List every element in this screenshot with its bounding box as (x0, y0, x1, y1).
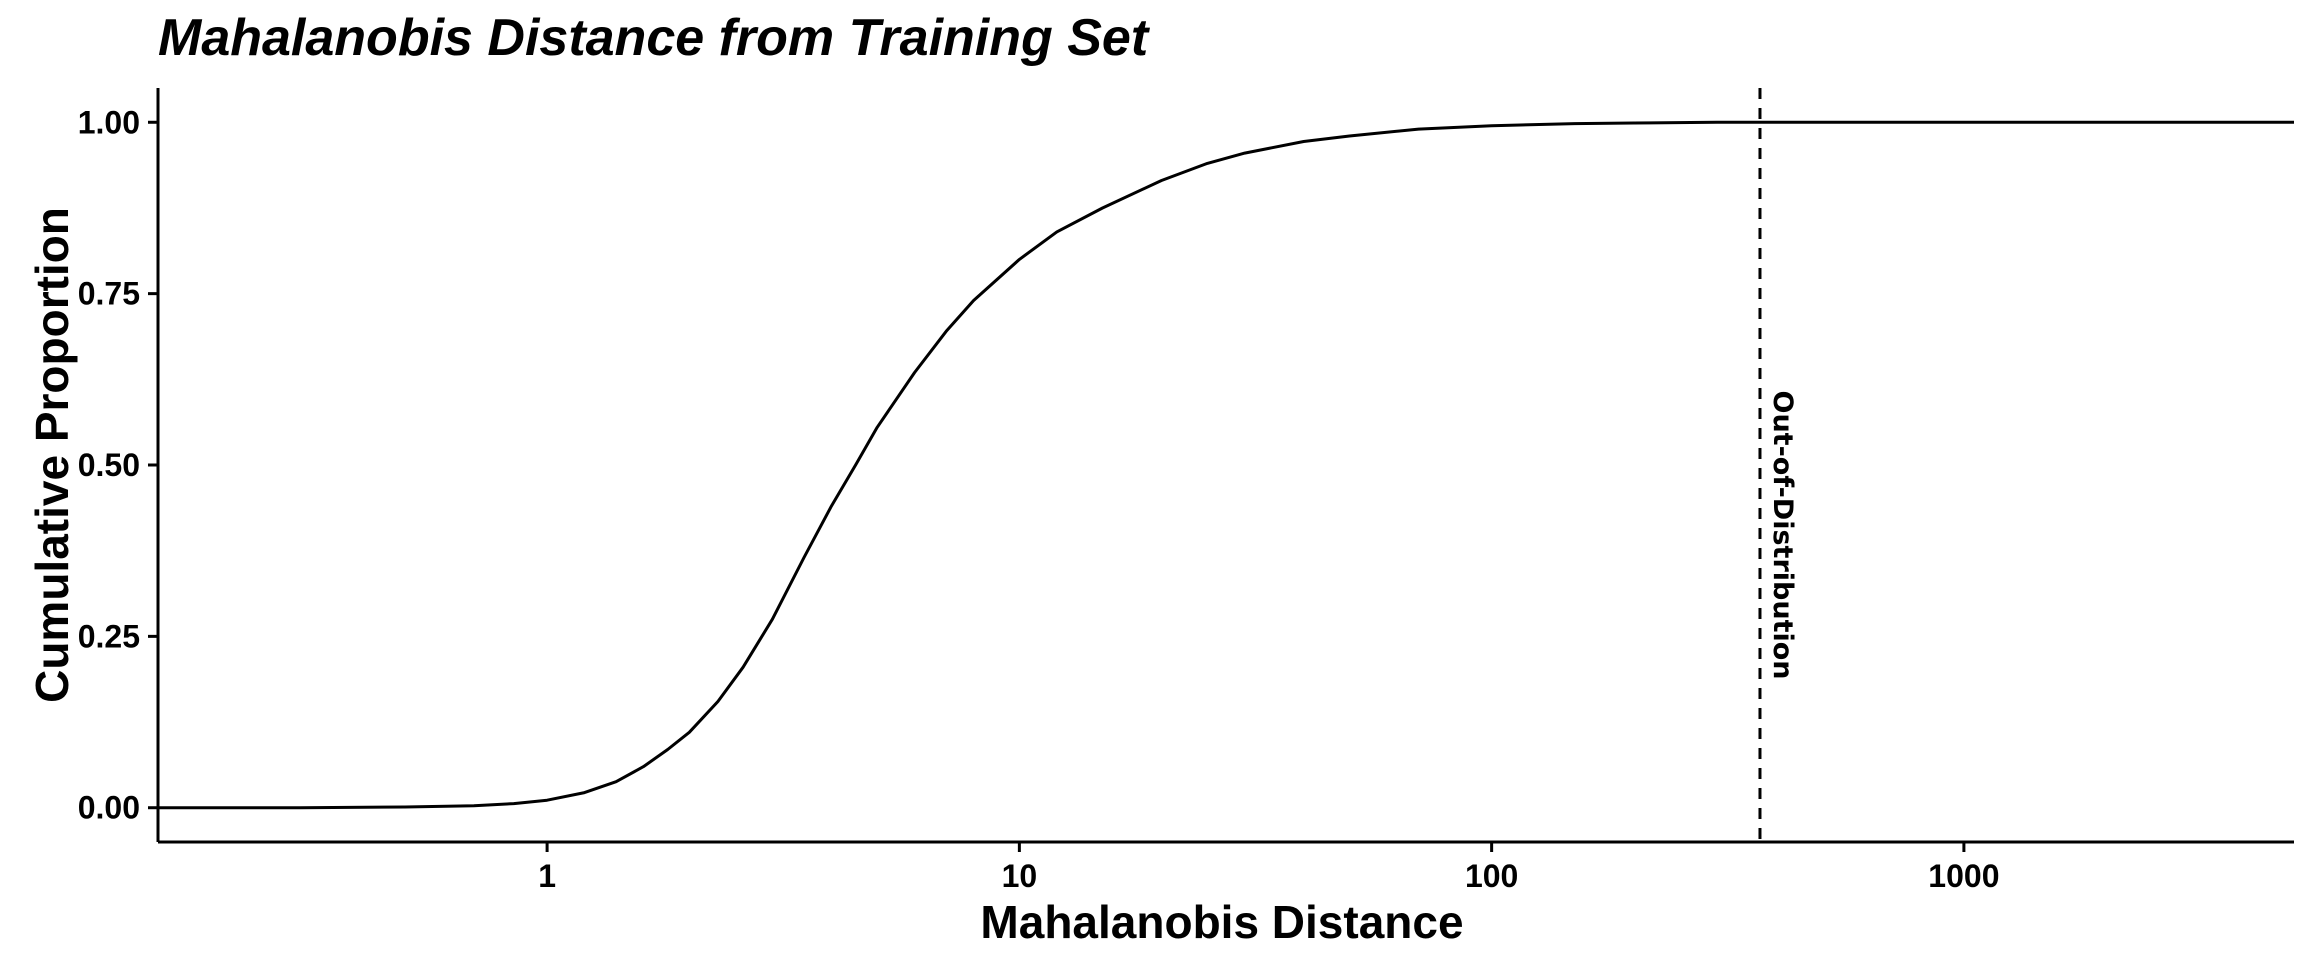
x-tick-label: 100 (1465, 858, 1518, 894)
x-tick-label: 10 (1002, 858, 1038, 894)
axes (156, 88, 2294, 844)
annotation-layer: Out-of-Distribution (1758, 88, 1798, 842)
x-ticks: 1 10 100 1000 (538, 842, 1999, 894)
y-tick-label: 0.25 (78, 618, 140, 654)
y-ticks: 0.00 0.25 0.50 0.75 1.00 (78, 104, 158, 826)
ood-threshold-label: Out-of-Distribution (1767, 390, 1798, 679)
chart-title: Mahalanobis Distance from Training Set (158, 9, 1149, 67)
y-tick-label: 0.50 (78, 447, 140, 483)
y-axis-title: Cumulative Proportion (26, 207, 78, 703)
series-layer (158, 120, 2294, 810)
x-axis-title: Mahalanobis Distance (980, 896, 1463, 948)
x-tick-label: 1000 (1928, 858, 1999, 894)
y-tick-label: 0.75 (78, 276, 140, 312)
y-tick-label: 1.00 (78, 104, 140, 140)
y-tick-label: 0.00 (78, 790, 140, 826)
ecdf-line (158, 120, 2294, 810)
x-tick-label: 1 (538, 858, 556, 894)
